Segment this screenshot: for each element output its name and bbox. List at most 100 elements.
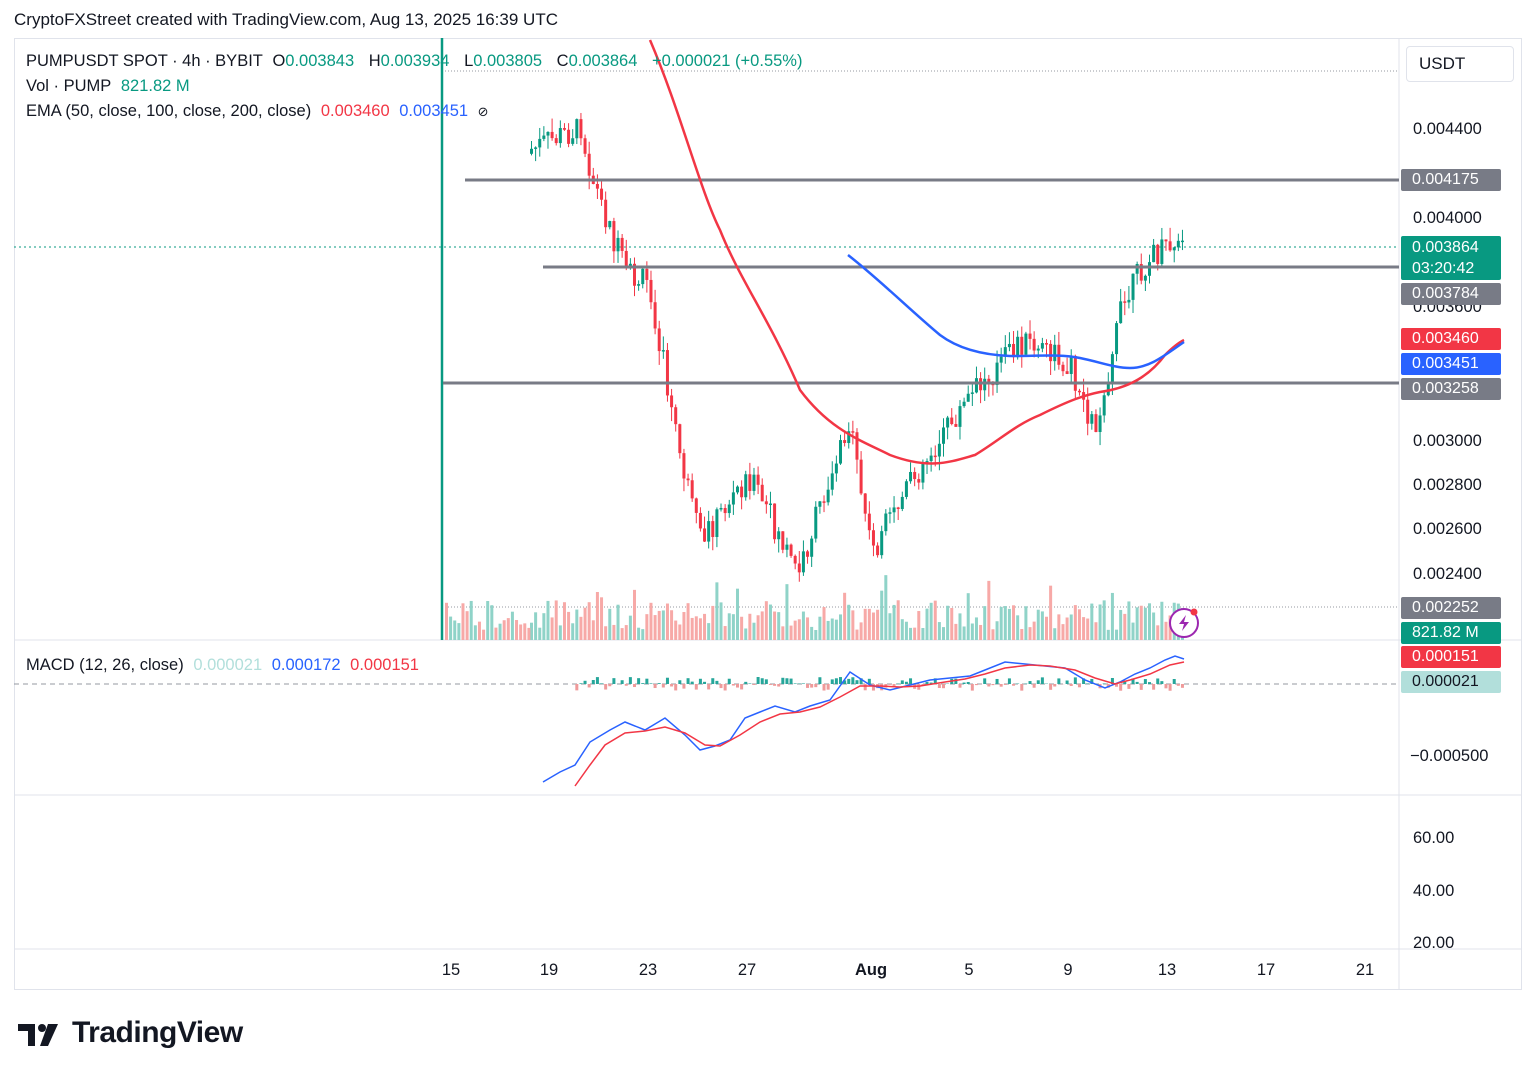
- volume-bar: [690, 617, 694, 640]
- candle-body: [785, 544, 789, 550]
- macd-histogram-bar: [624, 684, 628, 686]
- support-low-price-tag: 0.003258: [1401, 378, 1501, 400]
- time-axis-label: 19: [539, 961, 559, 979]
- volume-bar: [958, 613, 962, 640]
- candle-body: [839, 440, 842, 464]
- macd-histogram-bar: [591, 680, 595, 684]
- legend-ema-label[interactable]: EMA (50, close, 100, close, 200, close): [26, 102, 312, 120]
- volume-bar: [1094, 622, 1098, 640]
- macd-histogram-bar: [1082, 678, 1086, 684]
- macd-histogram-bar: [723, 684, 727, 691]
- volume-bar: [839, 614, 842, 640]
- volume-bar: [661, 610, 665, 640]
- volume-bar: [801, 611, 805, 640]
- candle-body: [797, 563, 801, 573]
- volume-bar: [473, 625, 477, 640]
- candle-body: [612, 221, 616, 252]
- candle-body: [962, 401, 966, 407]
- volume-bar: [670, 610, 674, 640]
- ema-50-line: [648, 39, 1185, 465]
- macd-histogram-bar: [962, 682, 966, 684]
- alert-flash-icon[interactable]: [1169, 608, 1199, 638]
- volume-bar: [502, 620, 506, 640]
- macd-histogram-bar: [1123, 680, 1127, 684]
- macd-histogram-bar: [888, 684, 892, 685]
- volume-bar: [591, 620, 595, 640]
- volume-bar: [490, 605, 494, 640]
- macd-histogram-bar: [995, 678, 999, 684]
- volume-bar: [727, 613, 731, 640]
- volume-bar: [486, 601, 490, 640]
- volume-bar: [604, 626, 608, 640]
- candle-body: [768, 503, 772, 506]
- macd-histogram-bar: [1110, 677, 1114, 684]
- candle-body: [587, 153, 591, 176]
- candle-body: [871, 530, 875, 546]
- candle-body: [900, 496, 904, 509]
- volume-bar: [826, 620, 830, 640]
- legend-symbol[interactable]: PUMPUSDT SPOT · 4h · BYBIT: [26, 52, 263, 70]
- macd-histogram-bar: [904, 681, 908, 684]
- volume-bar: [966, 593, 970, 640]
- volume-bar: [616, 604, 620, 640]
- macd-histogram-bar: [806, 684, 810, 688]
- macd-histogram-bar: [1049, 684, 1053, 690]
- candle-body: [1168, 241, 1172, 251]
- legend-macd-label[interactable]: MACD (12, 26, close): [26, 656, 184, 674]
- macd-histogram-bar: [595, 677, 599, 684]
- eye-off-icon[interactable]: ⊘: [477, 104, 489, 119]
- macd-histogram-bar: [1036, 680, 1040, 684]
- legend-vol-label[interactable]: Vol · PUMP: [26, 77, 112, 95]
- macd-histogram-bar: [587, 684, 591, 688]
- volume-bar: [942, 627, 945, 640]
- legend-l-label: L: [464, 52, 474, 70]
- chart-frame[interactable]: [14, 38, 1522, 990]
- macd-histogram-bar: [987, 684, 991, 687]
- macd-histogram-bar: [1003, 684, 1007, 685]
- candle-body: [966, 393, 970, 402]
- volume-bar: [538, 627, 542, 640]
- legend-ema-row: EMA (50, close, 100, close, 200, close) …: [26, 102, 494, 121]
- volume-bar: [736, 588, 739, 640]
- candle-body: [1065, 371, 1069, 374]
- volume-bar: [1003, 606, 1007, 640]
- candle-body: [888, 512, 892, 514]
- currency-selector-button[interactable]: USDT: [1406, 46, 1514, 82]
- candle-body: [851, 431, 855, 433]
- volume-bar: [1123, 613, 1127, 640]
- volume-bar: [562, 602, 566, 640]
- macd-histogram-bar: [1102, 683, 1106, 684]
- rsi-axis-label: 20.00: [1413, 934, 1455, 952]
- volume-bar: [921, 628, 925, 640]
- macd-histogram-bar: [653, 684, 657, 689]
- candle-body: [624, 250, 628, 269]
- volume-bar: [876, 609, 880, 640]
- candle-body: [847, 431, 851, 443]
- macd-histogram-bar: [843, 680, 847, 684]
- candle-body: [715, 509, 719, 538]
- macd-histogram-bar: [1040, 677, 1044, 684]
- macd-histogram-bar: [674, 684, 678, 691]
- volume-bar: [1090, 603, 1094, 640]
- candle-body: [1024, 333, 1028, 355]
- macd-histogram-bar: [1131, 678, 1135, 684]
- volume-bar: [904, 621, 908, 640]
- legend-open: 0.003843: [285, 52, 355, 70]
- macd-histogram-bar: [958, 684, 962, 688]
- tradingview-logo[interactable]: TradingView: [18, 1016, 243, 1050]
- volume-bar: [519, 624, 523, 640]
- macd-histogram-bar: [1057, 678, 1061, 684]
- volume-bar: [888, 613, 892, 640]
- candle-body: [538, 138, 542, 148]
- volume-bar: [567, 611, 571, 640]
- volume-bar: [445, 602, 448, 640]
- candle-body: [550, 131, 554, 139]
- volume-bar: [1160, 601, 1164, 640]
- candle-countdown: 03:20:42: [1412, 260, 1475, 277]
- volume-bar: [1106, 629, 1110, 640]
- time-axis-label: 27: [737, 961, 757, 979]
- time-axis-label: 17: [1256, 961, 1276, 979]
- volume-bar: [628, 615, 632, 640]
- volume-bar: [482, 629, 486, 640]
